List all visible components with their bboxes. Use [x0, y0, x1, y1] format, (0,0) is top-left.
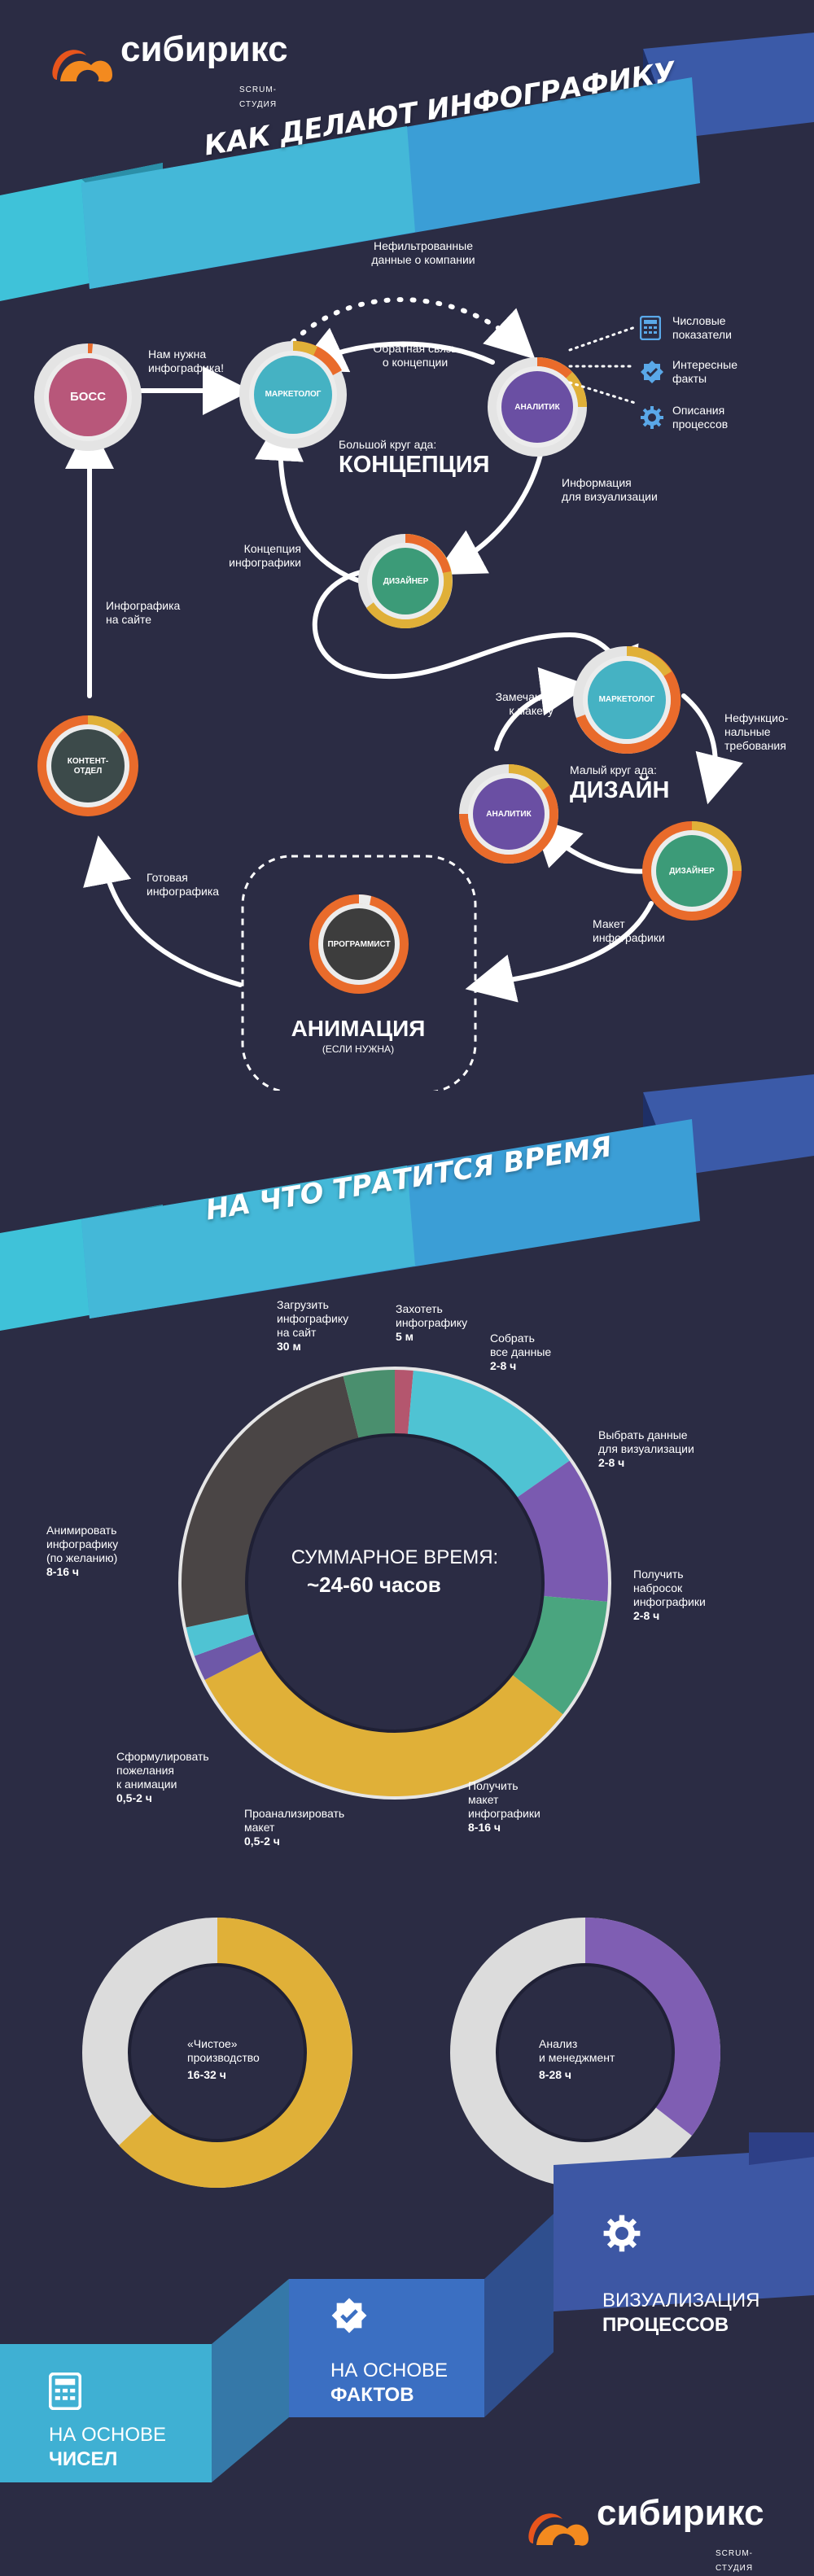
- legend-facts-label: Интересные факты: [672, 358, 737, 385]
- bottom-logo: сибирикс SCRUM-СТУДИЯ: [525, 2493, 786, 2573]
- segment-label-collect: Собрать все данные 2-8 ч: [490, 1332, 552, 1372]
- role-analyst-bottom: АНАЛИТИК: [456, 761, 562, 867]
- label-layout-infographic: Макет инфографики: [593, 917, 665, 944]
- donut-segment-7: [186, 1613, 256, 1656]
- logo-tagline: SCRUM-СТУДИЯ: [716, 2549, 754, 2573]
- analysis-label: Анализ и менеджмент: [539, 2037, 615, 2064]
- check-badge-icon: [641, 361, 663, 383]
- step-facts-bold: ФАКТОВ: [330, 2384, 414, 2406]
- pure-production-donut: «Чистое» производство 16-32 ч: [81, 1917, 354, 2189]
- segment-label-want: Захотеть инфографику 5 м: [396, 1302, 468, 1343]
- legend-processes-label: Описания процессов: [672, 404, 729, 431]
- label-animation-big: АНИМАЦИЯ: [291, 1016, 426, 1041]
- step-numbers-light: НА ОСНОВЕ: [49, 2424, 167, 2446]
- gear-icon: [641, 406, 663, 429]
- role-designer-bottom: ДИЗАЙНЕР: [639, 818, 745, 924]
- step-processes: ВИЗУАЛИЗАЦИЯ ПРОЦЕССОВ: [602, 2214, 798, 2336]
- step-numbers-bold: ЧИСЕЛ: [49, 2448, 118, 2470]
- segment-label-upload: Загрузить инфографику на сайт 30 м: [277, 1298, 349, 1353]
- label-feedback-concept: Обратная связь о концепции: [373, 342, 457, 369]
- total-time-label: СУММАРНОЕ ВРЕМЯ:: [291, 1546, 499, 1568]
- step-processes-bold: ПРОЦЕССОВ: [602, 2314, 729, 2336]
- donut-segment-6: [194, 1634, 263, 1680]
- step-facts-light: НА ОСНОВЕ: [330, 2360, 449, 2381]
- label-small-circle-big: ДИЗАЙН: [570, 777, 670, 803]
- boss-label: БОСС: [69, 390, 107, 404]
- donut-segment-4: [511, 1595, 608, 1715]
- role-analyst-top: АНАЛИТИК: [484, 354, 590, 460]
- segment-label-select: Выбрать данные для визуализации 2-8 ч: [598, 1428, 694, 1469]
- marketer-bottom-label: МАРКЕТОЛОГ: [598, 695, 655, 704]
- role-marketer-top: МАРКЕТОЛОГ: [236, 338, 350, 452]
- time-donut-chart: [178, 1367, 611, 1800]
- label-big-circle-big: КОНЦЕПЦИЯ: [339, 452, 490, 478]
- segment-label-analyze: Проанализировать макет 0,5-2 ч: [244, 1807, 345, 1848]
- label-unfiltered-data: Нефильтрованные данные о компании: [371, 239, 475, 266]
- analyst-bottom-label: АНАЛИТИК: [486, 810, 532, 819]
- role-programmer: ПРОГРАММИСТ: [306, 891, 412, 997]
- pure-production-label: «Чистое» производство: [187, 2037, 260, 2064]
- segment-label-animate: Анимировать инфографику (по желанию) 8-16…: [46, 1524, 119, 1578]
- calculator-icon: [640, 316, 661, 340]
- role-boss: БОСС: [31, 340, 145, 454]
- label-concept-infographic: Концепция инфографики: [229, 542, 301, 569]
- label-small-circle-small: Малый круг ада:: [570, 763, 657, 776]
- content-label: КОНТЕНТ- ОТДЕЛ: [67, 757, 109, 776]
- pure-production-value: 16-32 ч: [187, 2068, 226, 2081]
- label-animation-small: (ЕСЛИ НУЖНА): [322, 1043, 395, 1055]
- label-need-infographic: Нам нужна инфографика!: [148, 348, 224, 374]
- ribbon-2: [0, 1074, 814, 1331]
- role-designer-top: ДИЗАЙНЕР: [355, 531, 457, 632]
- logo-mark-icon: [528, 2513, 589, 2546]
- analysis-donut: Анализ и менеджмент 8-28 ч: [449, 1917, 722, 2189]
- donut-segment-1: [395, 1370, 414, 1436]
- label-nonfunctional: Нефункцио- нальные требования: [724, 711, 789, 752]
- check-badge-icon: [331, 2298, 367, 2333]
- segment-label-wishes: Сформулировать пожелания к анимации 0,5-2…: [116, 1750, 209, 1804]
- role-marketer-bottom: МАРКЕТОЛОГ: [570, 643, 684, 757]
- donut-segment-5: [204, 1650, 563, 1796]
- segment-label-layout: Получить макет инфографики 8-16 ч: [468, 1779, 540, 1834]
- role-content: КОНТЕНТ- ОТДЕЛ: [34, 712, 142, 820]
- step-processes-light: ВИЗУАЛИЗАЦИЯ: [602, 2290, 760, 2311]
- legend-item-numbers: Числовые показатели: [640, 314, 786, 347]
- donut-segment-3: [516, 1460, 608, 1602]
- legend-item-processes: Описания процессов: [640, 404, 786, 436]
- label-ready-infographic: Готовая инфографика: [147, 871, 220, 898]
- donut-segment-2: [407, 1370, 570, 1498]
- marketer-top-label: МАРКЕТОЛОГ: [265, 390, 322, 399]
- logo-text: сибирикс: [597, 2493, 764, 2533]
- designer-bottom-label: ДИЗАЙНЕР: [669, 867, 715, 876]
- analysis-value: 8-28 ч: [539, 2068, 572, 2081]
- label-remarks: Замечания к макету: [495, 690, 554, 717]
- step-numbers: НА ОСНОВЕ ЧИСЕЛ: [48, 2372, 228, 2470]
- label-infographic-on-site: Инфографика на сайте: [106, 599, 181, 626]
- legend-numbers-label: Числовые показатели: [672, 314, 732, 341]
- label-big-circle-small: Большой круг ада:: [339, 438, 437, 451]
- step-facts: НА ОСНОВЕ ФАКТОВ: [330, 2297, 493, 2406]
- donut-segment-9: [343, 1370, 395, 1440]
- gear-icon: [603, 2215, 641, 2252]
- analyst-top-label: АНАЛИТИК: [514, 403, 560, 412]
- segment-label-sketch: Получить набросок инфографики 2-8 ч: [633, 1568, 706, 1622]
- calculator-icon: [48, 2372, 82, 2411]
- label-info-for-viz: Информация для визуализации: [562, 476, 658, 503]
- logo-tagline: SCRUM-СТУДИЯ: [239, 85, 278, 109]
- total-time-value: ~24-60 часов: [307, 1572, 441, 1597]
- designer-top-label: ДИЗАЙНЕР: [383, 577, 429, 586]
- logo-mark-icon: [52, 50, 112, 82]
- legend-dots: [568, 326, 637, 405]
- programmer-label: ПРОГРАММИСТ: [327, 940, 391, 949]
- ribbon-1: [0, 33, 814, 301]
- legend-item-facts: Интересные факты: [640, 358, 786, 391]
